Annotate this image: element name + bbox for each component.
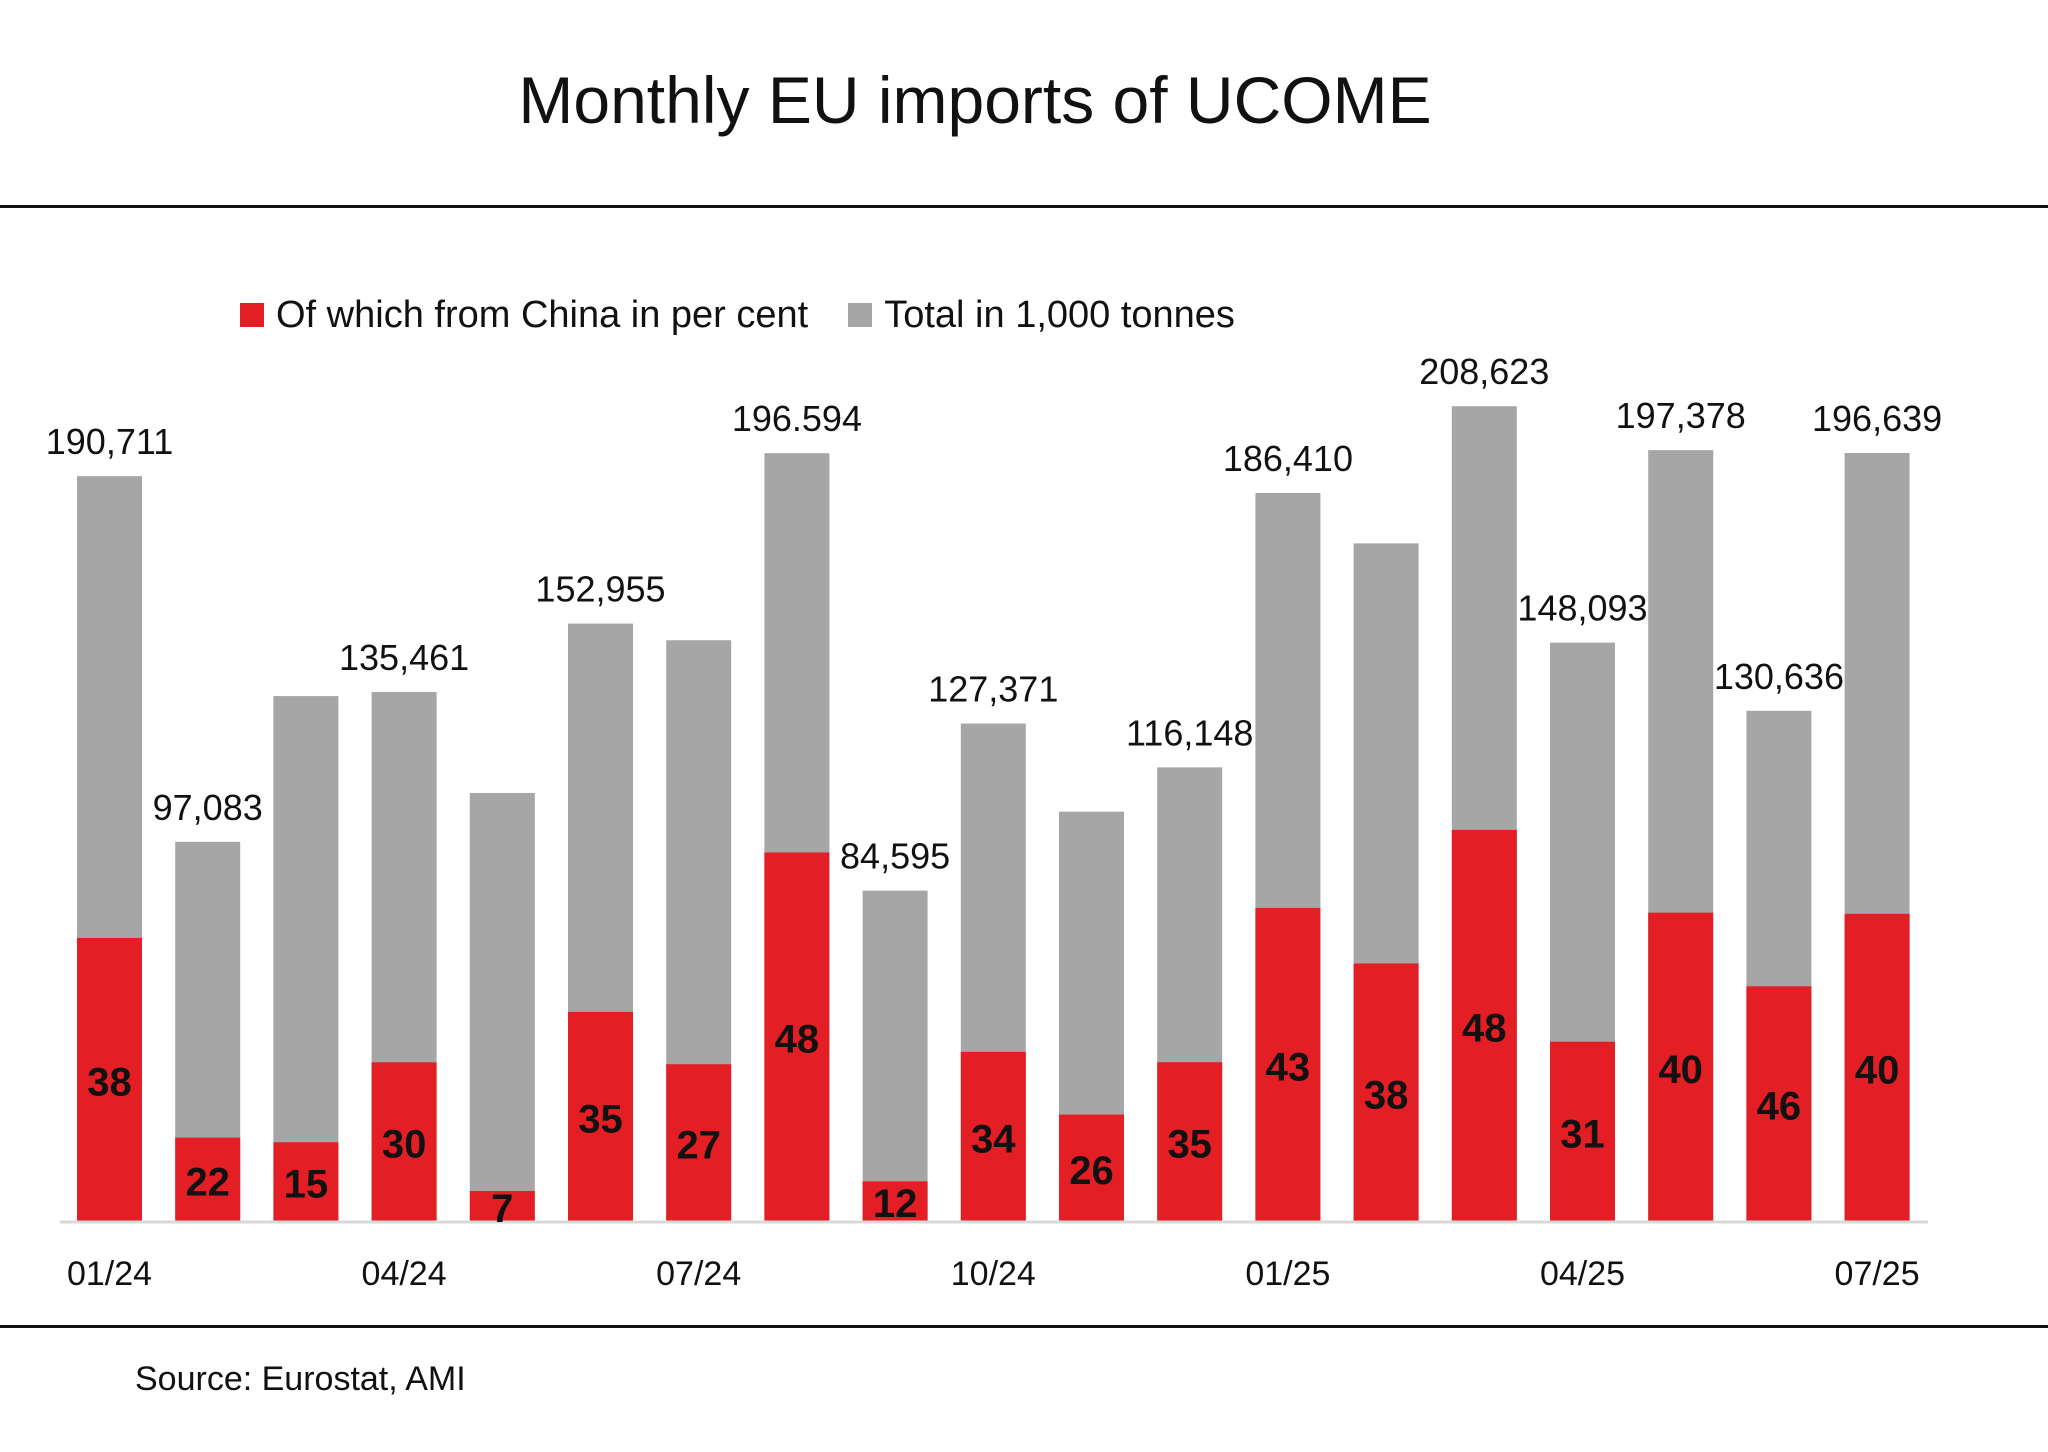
bar-china-06-25 (1746, 986, 1812, 1221)
label-total-09-24: 84,595 (840, 836, 950, 877)
bar-china-01-25 (1255, 907, 1321, 1221)
label-china-11-24: 26 (1069, 1149, 1114, 1193)
bar-china-08-24 (764, 852, 830, 1221)
label-total-02-24: 97,083 (153, 787, 263, 828)
bar-china-03-25 (1451, 829, 1517, 1221)
x-tick-04-25: 04/25 (1540, 1255, 1625, 1293)
label-total-04-25: 148,093 (1517, 588, 1647, 629)
label-china-07-25: 40 (1855, 1048, 1900, 1092)
bar-total-09-24 (862, 890, 928, 1221)
bar-china-04-25 (1550, 1041, 1615, 1221)
x-tick-07-24: 07/24 (656, 1255, 741, 1293)
label-total-01-24: 190,711 (46, 421, 173, 462)
bar-china-09-24 (862, 1181, 928, 1221)
bar-china-05-24 (469, 1191, 535, 1221)
label-total-12-24: 116,148 (1126, 712, 1253, 753)
bar-china-02-24 (175, 1137, 241, 1221)
bar-china-02-25 (1353, 963, 1419, 1221)
label-china-01-24: 38 (87, 1060, 132, 1104)
legend: Of which from China in per cent Total in… (240, 290, 1275, 340)
x-tick-07-25: 07/25 (1835, 1255, 1920, 1293)
legend-label-total: Total in 1,000 tonnes (884, 293, 1235, 336)
x-tick-01-24: 01/24 (67, 1255, 152, 1293)
bar-china-05-25 (1648, 912, 1714, 1221)
label-china-03-24: 15 (284, 1163, 329, 1207)
label-total-01-25: 186,410 (1223, 438, 1353, 479)
bar-china-03-24 (273, 1142, 339, 1221)
label-china-01-25: 43 (1266, 1045, 1311, 1089)
label-china-05-25: 40 (1658, 1048, 1703, 1092)
bar-china-04-24 (371, 1062, 437, 1221)
label-total-06-24: 152,955 (535, 569, 665, 610)
bottom-divider (0, 1325, 2048, 1328)
label-china-02-24: 22 (185, 1160, 230, 1204)
label-china-12-24: 35 (1167, 1123, 1212, 1167)
chart-title: Monthly EU imports of UCOME (518, 63, 1432, 137)
label-china-08-24: 48 (775, 1018, 820, 1062)
label-china-10-24: 34 (971, 1117, 1016, 1161)
source-note: Source: Eurostat, AMI (135, 1360, 466, 1398)
label-total-04-24: 135,461 (339, 637, 469, 678)
legend-swatch-total (848, 303, 873, 327)
labels-layer: 38 190,711 22 97,083 15 30 135,461 7 35 152,955 27… (46, 351, 1942, 1293)
label-total-06-25: 130,636 (1714, 656, 1844, 697)
legend-swatch-china (240, 303, 264, 327)
label-china-05-24: 7 (491, 1187, 513, 1231)
bar-total-03-24 (273, 696, 339, 1221)
x-tick-04-24: 04/24 (362, 1255, 447, 1293)
bar-china-06-24 (568, 1011, 633, 1221)
x-tick-10-24: 10/24 (951, 1255, 1036, 1293)
label-china-06-24: 35 (578, 1097, 623, 1141)
legend-item-china: Of which from China in per cent (240, 294, 808, 337)
legend-item-total: Total in 1,000 tonnes (848, 294, 1235, 337)
label-china-06-25: 46 (1757, 1085, 1802, 1129)
bar-total-05-24 (469, 792, 535, 1221)
label-china-02-25: 38 (1364, 1073, 1409, 1117)
bar-china-01-24 (77, 937, 142, 1221)
bar-china-11-24 (1059, 1114, 1124, 1221)
label-china-07-24: 27 (676, 1124, 721, 1168)
label-china-04-25: 31 (1560, 1112, 1605, 1156)
bar-china-07-24 (666, 1064, 732, 1221)
label-china-03-25: 48 (1462, 1006, 1507, 1050)
x-tick-01-25: 01/25 (1245, 1255, 1330, 1293)
label-china-04-24: 30 (382, 1123, 427, 1167)
label-total-10-24: 127,371 (928, 669, 1058, 710)
bar-china-12-24 (1157, 1062, 1223, 1221)
bar-china-10-24 (960, 1051, 1026, 1221)
bar-china-07-25 (1844, 913, 1910, 1221)
label-total-03-25: 208,623 (1419, 351, 1549, 392)
legend-label-china: Of which from China in per cent (276, 293, 809, 336)
bars-layer (77, 406, 1910, 1221)
label-total-08-24: 196.594 (732, 398, 862, 439)
label-total-05-25: 197,378 (1616, 395, 1746, 436)
top-divider (0, 205, 2048, 208)
label-china-09-24: 12 (873, 1182, 918, 1226)
label-total-07-25: 196,639 (1812, 398, 1942, 439)
